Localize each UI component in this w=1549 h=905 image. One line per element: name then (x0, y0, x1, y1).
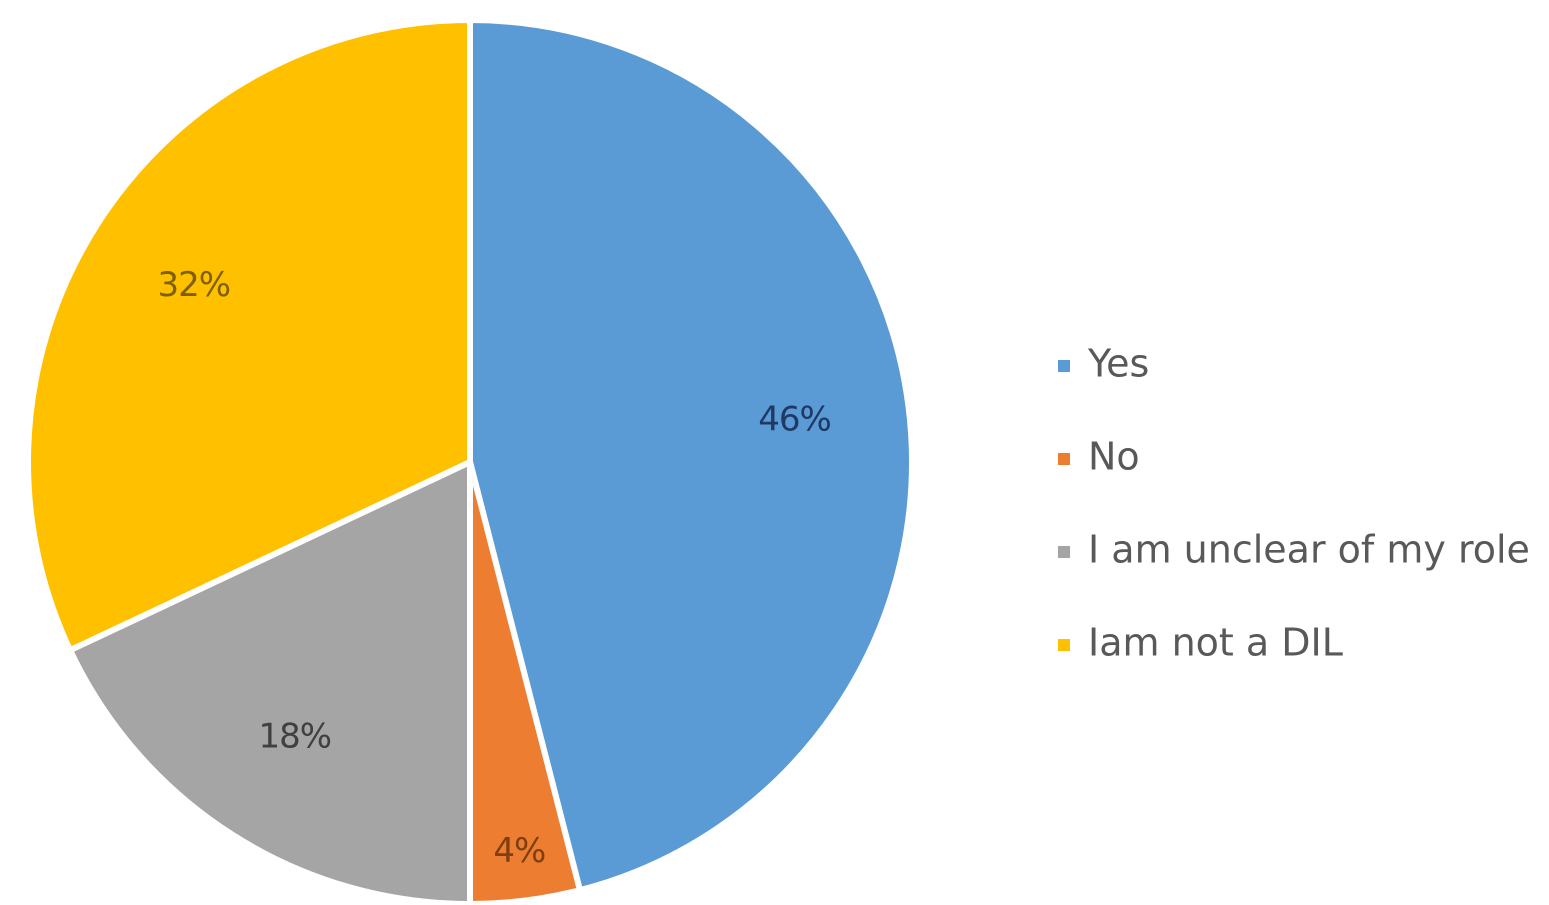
pie-slice-yes (467, 17, 915, 894)
pie-data-labels: 46% 4% 18% 32% (158, 265, 832, 871)
data-label-no: 4% (493, 831, 545, 871)
pie-slice-unclear (67, 459, 473, 905)
legend-swatch-not-dil (1058, 639, 1070, 651)
legend-label-yes: Yes (1087, 342, 1149, 386)
data-label-unclear: 18% (258, 717, 331, 757)
legend: Yes No I am unclear of my role Iam not a DI… (1058, 342, 1530, 665)
pie-slice-not-dil (25, 17, 473, 654)
legend-swatch-unclear (1058, 546, 1070, 558)
data-label-yes: 46% (758, 400, 831, 440)
data-label-not-dil: 32% (158, 265, 231, 305)
legend-swatch-yes (1058, 360, 1070, 372)
legend-label-unclear: I am unclear of my role (1088, 528, 1530, 572)
legend-label-no: No (1088, 435, 1140, 479)
legend-label-not-dil: Iam not a DIL (1088, 621, 1343, 665)
legend-swatch-no (1058, 453, 1070, 465)
pie-slices (25, 17, 915, 905)
